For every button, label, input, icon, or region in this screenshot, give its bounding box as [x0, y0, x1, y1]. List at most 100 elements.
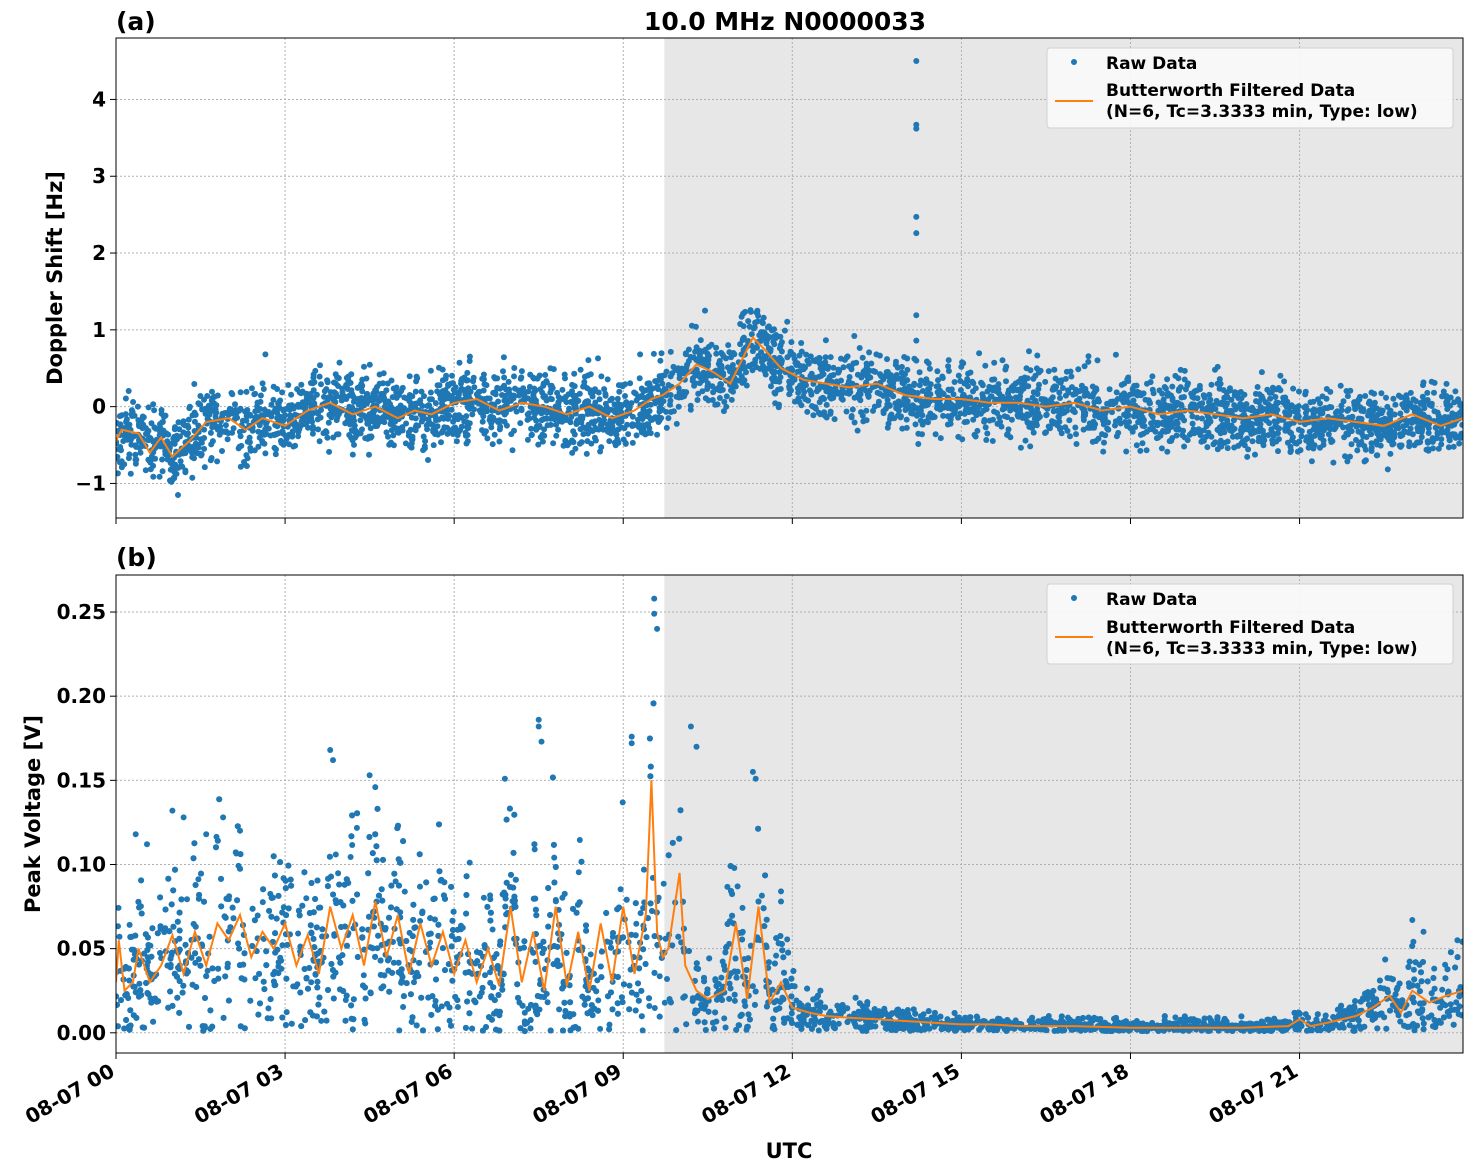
raw-data-point [1194, 429, 1201, 436]
raw-data-point [1124, 409, 1131, 416]
raw-data-point [1199, 400, 1206, 407]
raw-data-point [121, 461, 128, 468]
raw-data-point [947, 420, 954, 427]
raw-data-point [1443, 380, 1450, 387]
raw-data-point [1136, 391, 1143, 398]
raw-data-point [1284, 439, 1291, 446]
raw-data-point [1199, 415, 1205, 422]
raw-data-point [723, 403, 730, 410]
raw-data-point [366, 451, 372, 458]
raw-data-point [1425, 414, 1432, 421]
raw-data-point [1172, 372, 1179, 379]
raw-data-point [667, 392, 674, 398]
raw-data-point [1439, 393, 1445, 400]
raw-data-point [624, 403, 631, 410]
raw-data-point [122, 395, 129, 402]
raw-data-point [1244, 426, 1251, 433]
raw-data-point [596, 396, 603, 403]
raw-data-point [579, 416, 586, 422]
raw-data-point [667, 397, 674, 404]
raw-data-point [925, 386, 932, 392]
raw-data-point [1310, 398, 1317, 405]
raw-data-point [1079, 387, 1086, 394]
raw-data-point [492, 375, 499, 382]
raw-data-point [438, 429, 445, 436]
raw-data-point [574, 417, 581, 424]
raw-data-point [670, 408, 677, 415]
raw-data-point [1238, 424, 1245, 431]
panel-b-voltage: (b) 0.000.050.100.150.200.25 08-07 00 08-… [21, 543, 1464, 1129]
raw-data-point [1431, 379, 1438, 386]
raw-data-point [1362, 393, 1369, 399]
raw-data-point [427, 389, 434, 396]
raw-data-point [518, 368, 525, 375]
raw-data-point [634, 421, 641, 428]
raw-data-point [534, 375, 541, 382]
raw-data-point [1143, 447, 1150, 454]
raw-data-point [562, 393, 569, 400]
raw-data-point-outlier [913, 213, 920, 220]
raw-data-point [922, 380, 929, 387]
raw-data-point [364, 391, 370, 398]
raw-data-point [1123, 448, 1130, 455]
raw-data-point [855, 391, 862, 398]
raw-data-point [252, 408, 259, 415]
raw-data-point [716, 384, 722, 391]
raw-data-point [376, 371, 383, 378]
raw-data-point [934, 389, 941, 396]
raw-data-point [1073, 441, 1080, 447]
raw-data-point [888, 411, 895, 418]
raw-data-point [1378, 417, 1385, 424]
raw-data-point [1042, 378, 1049, 385]
raw-data-point [321, 388, 328, 395]
raw-data-point [798, 340, 805, 346]
raw-data-point [1067, 368, 1074, 375]
raw-data-point [317, 414, 324, 421]
raw-data-point [758, 334, 765, 341]
raw-data-point [716, 363, 723, 369]
raw-data-point [1371, 399, 1378, 406]
raw-data-point [1288, 447, 1294, 454]
raw-data-point [448, 393, 455, 399]
raw-data-point [1112, 422, 1118, 429]
raw-data-point [274, 406, 281, 413]
raw-data-point [925, 360, 932, 367]
raw-data-point [807, 353, 814, 360]
raw-data-point [405, 429, 412, 436]
raw-data-point [550, 413, 557, 420]
raw-data-point [309, 424, 316, 431]
raw-data-point [1133, 442, 1140, 449]
raw-data-point [227, 410, 234, 417]
raw-data-point [1258, 393, 1265, 400]
raw-data-point [307, 380, 314, 386]
raw-data-point [1283, 403, 1290, 410]
raw-data-point [1189, 413, 1196, 420]
raw-data-point [1181, 443, 1188, 450]
raw-data-point [1100, 417, 1106, 424]
raw-data-point [932, 431, 939, 438]
raw-data-point [691, 369, 698, 376]
raw-data-point [915, 430, 922, 437]
raw-data-point [518, 407, 525, 414]
raw-data-point [1056, 418, 1063, 425]
raw-data-point [418, 388, 425, 395]
raw-data-point [520, 396, 527, 403]
raw-data-point [571, 402, 578, 409]
raw-data-point [248, 385, 255, 392]
raw-data-point [334, 431, 340, 438]
raw-data-point [1430, 445, 1436, 452]
raw-data-point [616, 388, 623, 395]
raw-data-point [763, 365, 770, 372]
raw-data-point [661, 372, 668, 379]
raw-data-point [1387, 417, 1393, 424]
raw-data-point [310, 395, 317, 402]
raw-data-point [1173, 432, 1180, 439]
raw-data-point [571, 383, 578, 390]
raw-data-point [1347, 387, 1354, 394]
raw-data-point [1337, 382, 1344, 389]
raw-data-point [1069, 384, 1075, 391]
raw-data-point [1241, 442, 1248, 449]
raw-data-point [771, 341, 778, 348]
raw-data-point [788, 387, 794, 394]
raw-data-point [381, 403, 388, 410]
